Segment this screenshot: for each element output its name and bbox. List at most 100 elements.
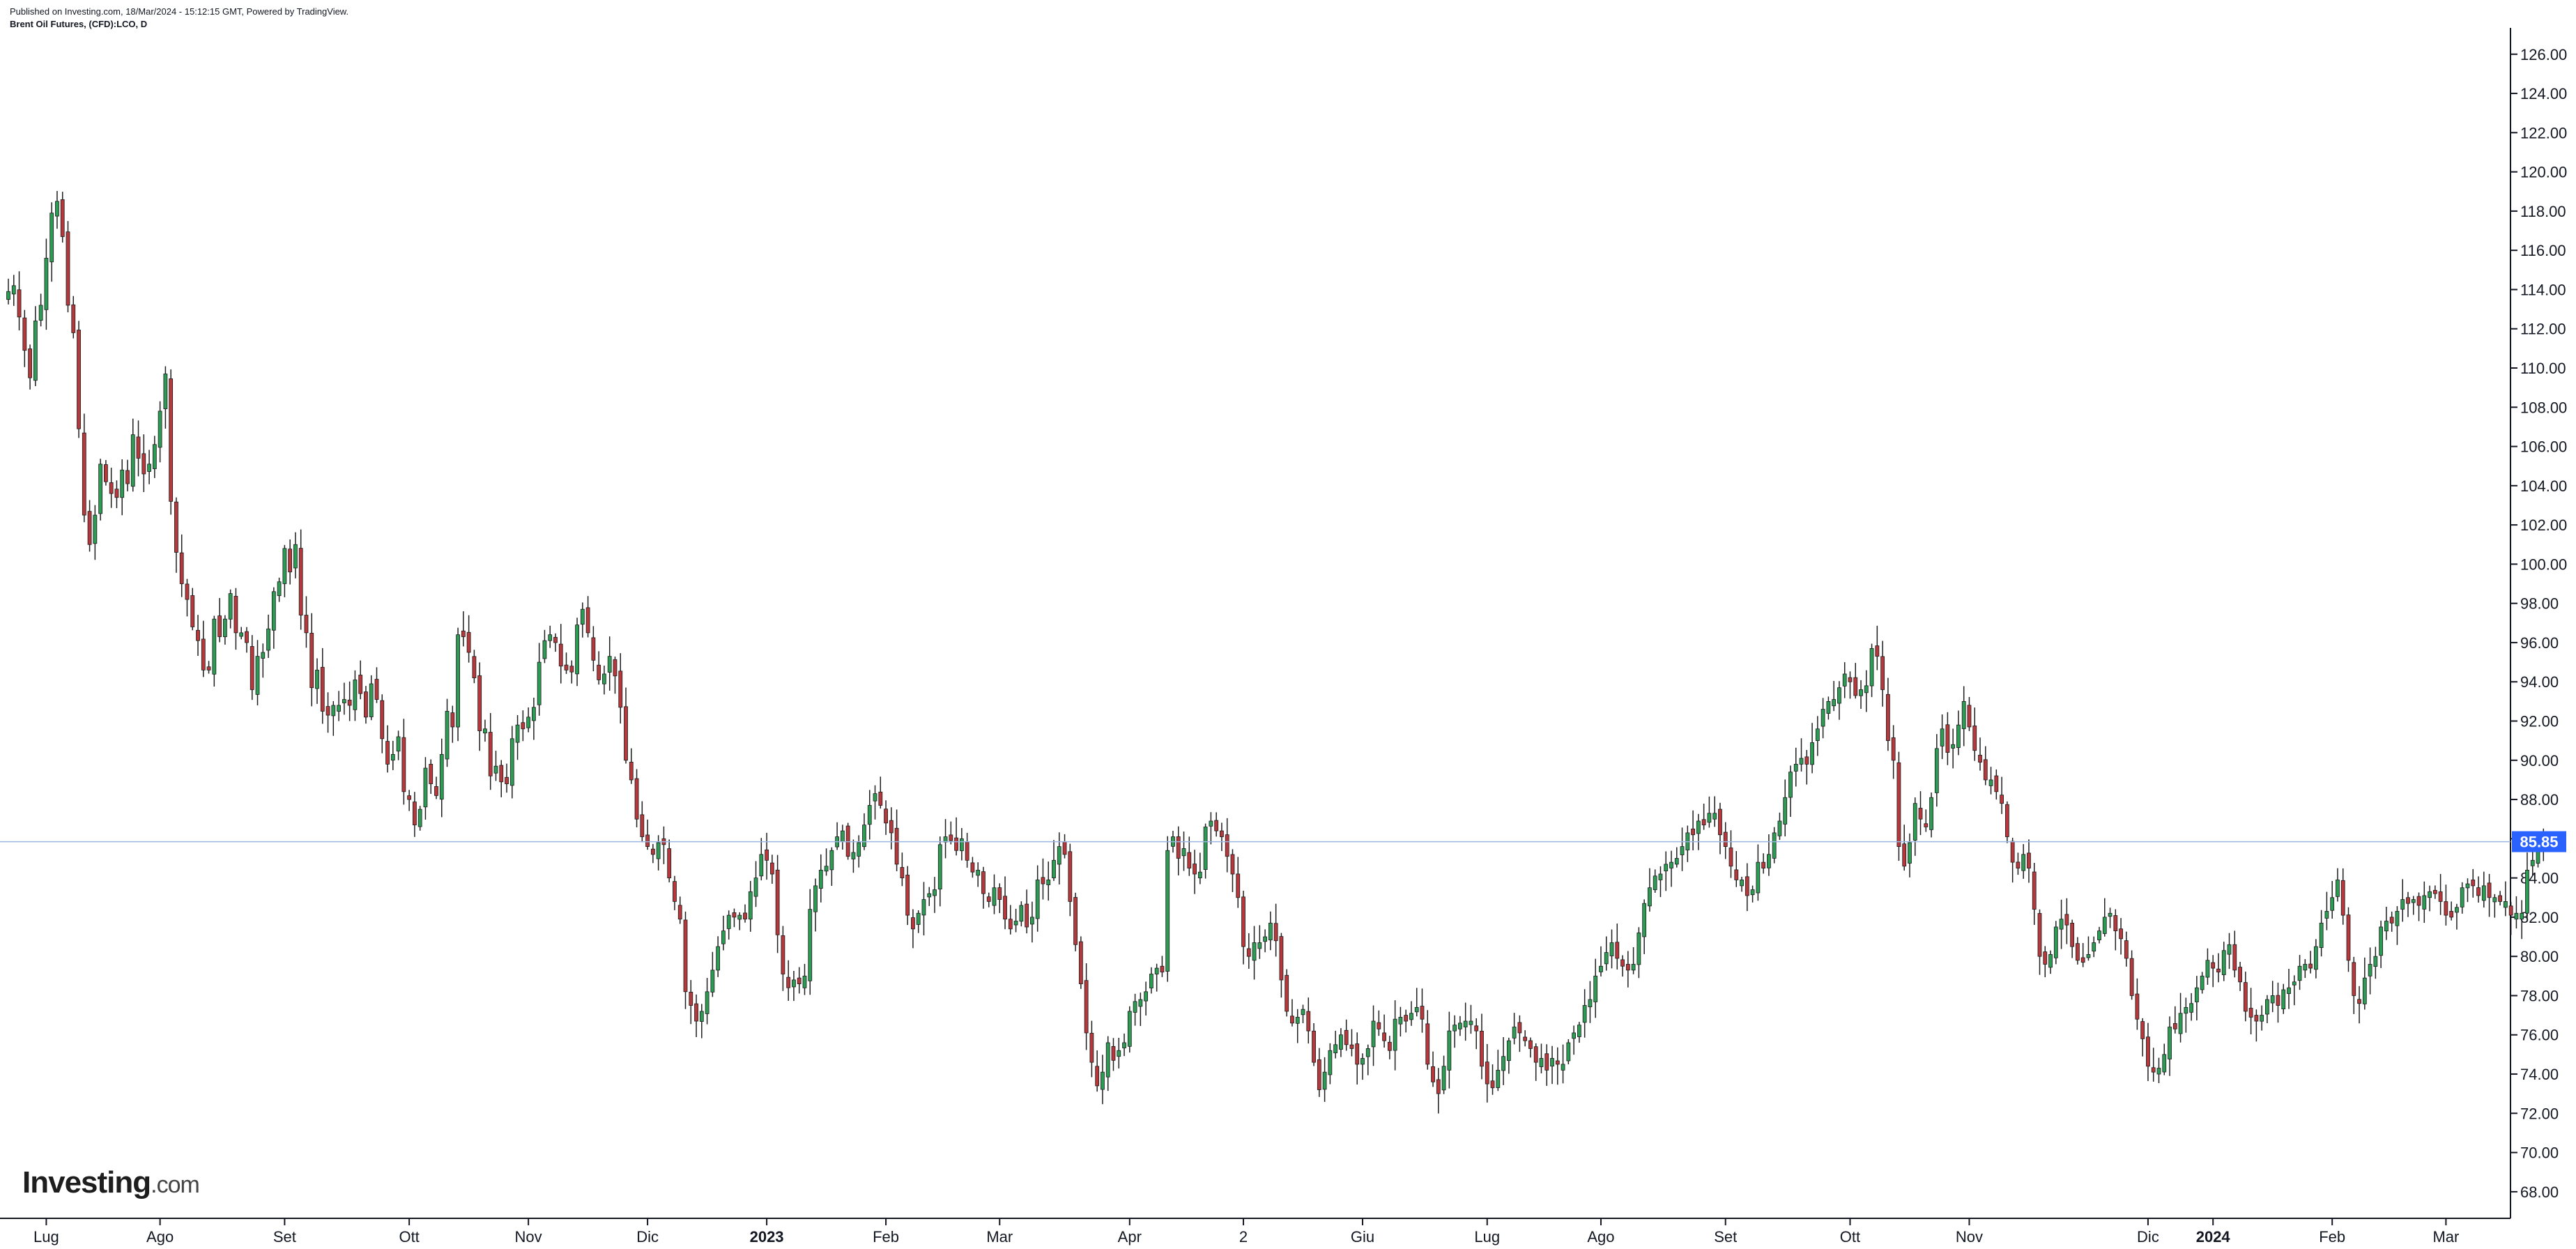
y-tick-label: 98.00 [2520,595,2559,613]
candle [1664,851,1669,891]
candle-body [2395,911,2400,926]
candle [2340,868,2345,925]
candle [1469,1004,1473,1034]
candle [959,827,964,861]
candle-body [1642,903,1647,937]
candle-body [986,896,991,902]
candle-body [1252,942,1257,961]
candle [136,420,141,477]
candle [1144,981,1149,1016]
x-tick-label: 2 [1239,1228,1248,1246]
candle-body [163,374,168,409]
candle-body [2032,871,2037,910]
candle [239,627,244,640]
candle [564,652,569,674]
candle [1734,851,1739,887]
candle [1382,1014,1386,1048]
candle [650,843,655,864]
candle-body [1176,836,1181,859]
candle-body [87,511,92,545]
candle [1420,988,1425,1033]
candle [1804,749,1809,785]
candle-body [1306,1011,1311,1032]
candle-body [82,432,86,516]
candle [2238,962,2242,991]
candle [1154,963,1159,992]
candle [1658,866,1663,898]
candle-body [1019,905,1024,922]
candle-body [1073,897,1078,945]
candle [2406,891,2410,917]
candle [2205,948,2210,985]
candle [2113,909,2118,951]
candle [2070,919,2075,958]
candle-body [1268,922,1273,941]
candle-body [521,722,526,730]
candle [1317,1048,1321,1097]
candle [1377,1010,1381,1036]
candle [2151,1048,2156,1082]
candle [1609,929,1614,969]
candle [1457,1016,1462,1036]
candle [792,970,796,1002]
candle [1312,1022,1316,1066]
candle [17,271,22,330]
candle [1057,832,1061,884]
candle-body [2422,895,2427,910]
candle [1246,933,1251,969]
candle [1257,925,1262,959]
candle [2156,1057,2161,1084]
candle [986,892,991,907]
candle [2260,1005,2264,1031]
candle-body [769,862,774,875]
candle-body [2297,965,2302,981]
candle-body [1144,991,1149,1002]
candle [802,963,807,995]
candle [206,661,211,674]
candle-body [1988,779,1993,786]
candle [2243,972,2248,1022]
candle [1349,1029,1354,1057]
candle [2438,873,2443,915]
candle [342,682,346,715]
candle-body [337,705,341,712]
candle [488,713,493,790]
candle-body [2140,1021,2145,1039]
candle [2016,852,2021,875]
candle-body [2308,963,2313,969]
candle-body [2070,923,2075,947]
candle [364,686,368,724]
candle-body [1793,764,1798,772]
candle [1799,738,1804,772]
candle-body [1436,1079,1441,1094]
candle [694,994,698,1038]
candle-body [1544,1053,1549,1071]
candle [1864,670,1869,712]
candle [2292,975,2297,1006]
candle [1859,680,1863,710]
candle [748,880,753,932]
candle [1945,712,1950,765]
candle-body [1517,1022,1522,1034]
candle-body [1209,820,1213,827]
candle-body [1414,1006,1419,1013]
candle-body [1263,936,1268,942]
candle [857,835,861,868]
candle [2313,939,2318,979]
candle [2189,993,2194,1021]
candle-body [2281,989,2286,1010]
candle-body [1317,1059,1321,1090]
candle [1934,734,1939,807]
candle [1544,1044,1549,1086]
candle-body [1723,832,1728,848]
candle-body [239,632,244,637]
candle-body [1393,1018,1397,1051]
candle-body [1420,1006,1425,1020]
candle [1187,836,1192,876]
candle-body [743,912,747,920]
candle-body [390,753,395,761]
candle [818,854,823,903]
candle-body [499,765,504,783]
candle-body [624,706,628,761]
